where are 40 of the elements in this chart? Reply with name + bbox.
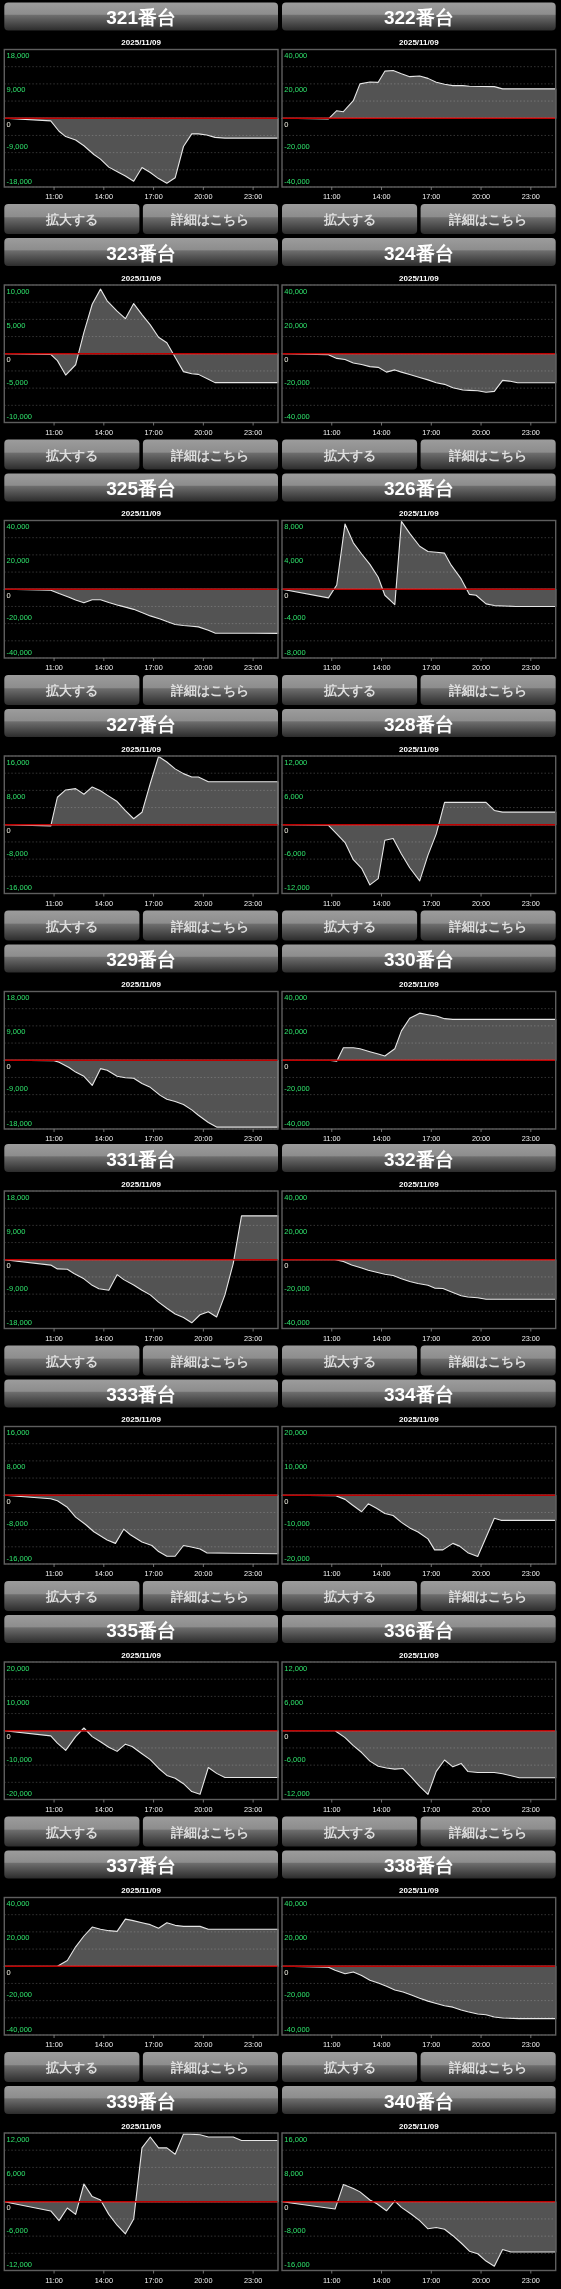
- chart-title: 322番台: [384, 6, 454, 28]
- chart-subtitle: 2025/11/09: [121, 2121, 162, 2130]
- chart-subtitle: 2025/11/09: [399, 979, 440, 989]
- chart-subtitle: 2025/11/09: [121, 744, 162, 753]
- chart-subtitle: 2025/11/09: [121, 508, 162, 518]
- chart-title: 340番台: [384, 2090, 454, 2111]
- chart-subtitle: 2025/11/09: [121, 37, 162, 47]
- chart-subtitle: 2025/11/09: [399, 1650, 440, 1659]
- chart-title: 330番台: [384, 948, 454, 970]
- chart-title: 337番台: [106, 1854, 176, 1876]
- chart-subtitle: 2025/11/09: [399, 1179, 440, 1188]
- chart-title: 335番台: [106, 1619, 176, 1640]
- chart-title: 326番台: [384, 477, 454, 499]
- chart-title: 339番台: [106, 2090, 176, 2111]
- chart-subtitle: 2025/11/09: [399, 1885, 440, 1895]
- chart-title: 333番台: [106, 1383, 176, 1405]
- chart-title: 323番台: [106, 242, 176, 263]
- chart-title: 331番台: [106, 1148, 176, 1169]
- chart-title: 338番台: [384, 1854, 454, 1876]
- chart-title: 327番台: [106, 713, 176, 734]
- chart-title: 336番台: [384, 1619, 454, 1640]
- chart-subtitle: 2025/11/09: [121, 1414, 162, 1424]
- chart-subtitle: 2025/11/09: [121, 979, 162, 989]
- chart-subtitle: 2025/11/09: [399, 1414, 440, 1424]
- chart-title: 329番台: [106, 948, 176, 970]
- chart-subtitle: 2025/11/09: [399, 508, 440, 518]
- chart-subtitle: 2025/11/09: [399, 2121, 440, 2130]
- chart-title: 332番台: [384, 1148, 454, 1169]
- chart-subtitle: 2025/11/09: [121, 1179, 162, 1188]
- chart-subtitle: 2025/11/09: [399, 273, 440, 282]
- chart-subtitle: 2025/11/09: [399, 744, 440, 753]
- chart-subtitle: 2025/11/09: [121, 1885, 162, 1895]
- chart-title: 328番台: [384, 713, 454, 734]
- chart-subtitle: 2025/11/09: [399, 37, 440, 47]
- chart-title: 324番台: [384, 242, 454, 263]
- chart-subtitle: 2025/11/09: [121, 1650, 162, 1659]
- chart-title: 325番台: [106, 477, 176, 499]
- chart-title: 334番台: [384, 1383, 454, 1405]
- chart-subtitle: 2025/11/09: [121, 273, 162, 282]
- chart-title: 321番台: [106, 6, 176, 28]
